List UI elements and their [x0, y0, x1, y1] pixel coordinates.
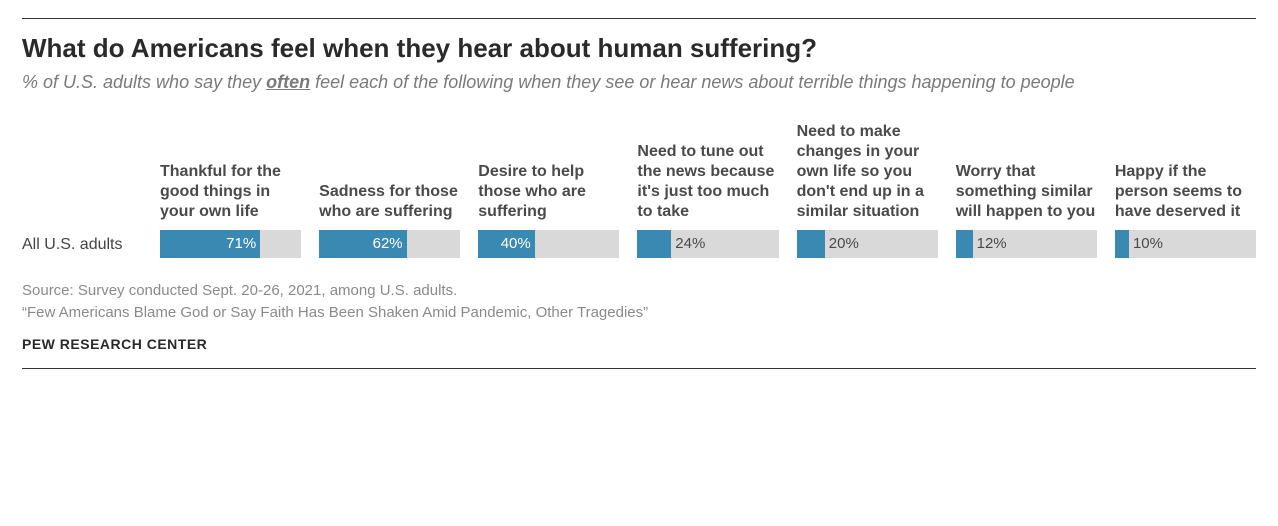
chart-row: All U.S. adults Thankful for the good th… [22, 122, 1256, 258]
bar-value-label: 40% [495, 230, 531, 258]
chart-column: Thankful for the good things in your own… [160, 162, 301, 258]
bar-value-label: 71% [220, 230, 256, 258]
bar-track: 40% [478, 230, 619, 258]
bar-track: 12% [956, 230, 1097, 258]
chart-column: Sadness for those who are suffering 62% [319, 182, 460, 258]
source-line: Source: Survey conducted Sept. 20-26, 20… [22, 280, 1256, 302]
column-header: Worry that something similar will happen… [956, 162, 1097, 222]
bar-track: 20% [797, 230, 938, 258]
chart-column: Need to tune out the news because it's j… [637, 142, 778, 258]
column-header: Happy if the person seems to have deserv… [1115, 162, 1256, 222]
bar-value-label: 20% [829, 230, 859, 258]
bar-value-label: 10% [1133, 230, 1163, 258]
column-header: Sadness for those who are suffering [319, 182, 460, 222]
bar-fill [956, 230, 973, 258]
chart-column: Desire to help those who are suffering 40… [478, 162, 619, 258]
bar-fill [637, 230, 671, 258]
bar-track: 24% [637, 230, 778, 258]
subtitle-post: feel each of the following when they see… [310, 72, 1075, 92]
bar-fill [1115, 230, 1129, 258]
bar-value-label: 24% [675, 230, 705, 258]
bar-value-label: 62% [367, 230, 403, 258]
bar-fill [797, 230, 825, 258]
bar-track: 10% [1115, 230, 1256, 258]
subtitle-pre: % of U.S. adults who say they [22, 72, 266, 92]
chart-footer: Source: Survey conducted Sept. 20-26, 20… [22, 280, 1256, 354]
chart-column: Worry that something similar will happen… [956, 162, 1097, 258]
brand-line: PEW RESEARCH CENTER [22, 334, 1256, 354]
bar-track: 62% [319, 230, 460, 258]
bar-value-label: 12% [977, 230, 1007, 258]
subtitle-emphasis: often [266, 72, 310, 92]
top-rule [22, 18, 1256, 19]
column-header: Thankful for the good things in your own… [160, 162, 301, 222]
chart-subtitle: % of U.S. adults who say they often feel… [22, 70, 1256, 94]
chart-title: What do Americans feel when they hear ab… [22, 33, 1256, 64]
column-header: Need to make changes in your own life so… [797, 122, 938, 222]
row-label: All U.S. adults [22, 236, 142, 258]
bar-track: 71% [160, 230, 301, 258]
bottom-rule [22, 368, 1256, 369]
column-header: Need to tune out the news because it's j… [637, 142, 778, 222]
report-line: “Few Americans Blame God or Say Faith Ha… [22, 302, 1256, 324]
chart-column: Need to make changes in your own life so… [797, 122, 938, 258]
column-header: Desire to help those who are suffering [478, 162, 619, 222]
chart-column: Happy if the person seems to have deserv… [1115, 162, 1256, 258]
